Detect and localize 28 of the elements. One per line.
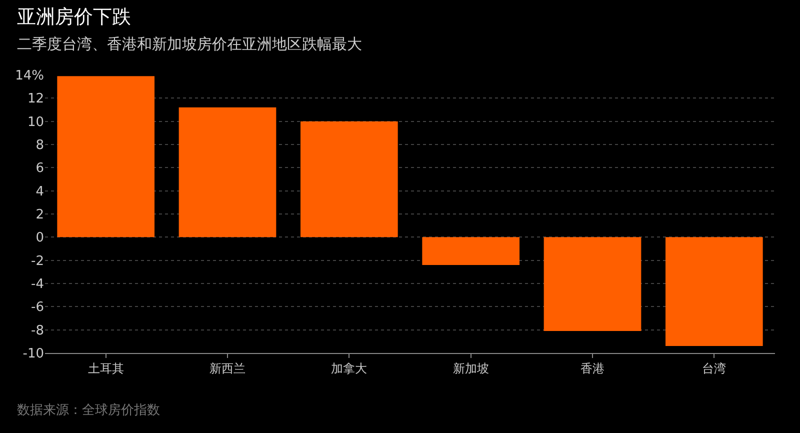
y-tick-label: 4 — [36, 184, 44, 200]
bar — [544, 237, 642, 331]
bar — [300, 121, 398, 238]
y-tick-label: 12 — [27, 92, 44, 107]
bar — [57, 76, 154, 238]
x-tick-label: 香港 — [580, 361, 604, 376]
y-tick-label: 14% — [15, 68, 44, 84]
x-tick-label: 新西兰 — [210, 361, 246, 376]
y-tick-label: -10 — [22, 346, 44, 362]
y-tick-label: -4 — [31, 277, 44, 292]
x-tick-label: 新加坡 — [452, 361, 489, 376]
x-tick-label: 加拿大 — [331, 361, 368, 376]
x-tick-label: 台湾 — [702, 361, 726, 376]
source-note: 数据来源：全球房价指数 — [17, 402, 160, 418]
bar — [178, 107, 276, 238]
y-tick-label: -8 — [31, 323, 44, 338]
chart-subtitle: 二季度台湾、香港和新加坡房价在亚洲地区跌幅最大 — [17, 35, 362, 53]
y-tick-label: 0 — [36, 230, 44, 246]
x-tick-label: 土耳其 — [88, 361, 124, 376]
y-tick-label: -6 — [31, 300, 44, 316]
y-tick-label: -2 — [31, 254, 44, 269]
y-tick-label: 6 — [36, 161, 44, 176]
bar — [666, 237, 763, 346]
bar — [422, 237, 520, 265]
y-tick-label: 2 — [36, 208, 44, 223]
chart-title: 亚洲房价下跌 — [17, 6, 131, 28]
y-tick-label: 8 — [36, 138, 44, 154]
y-tick-label: 10 — [27, 114, 44, 130]
